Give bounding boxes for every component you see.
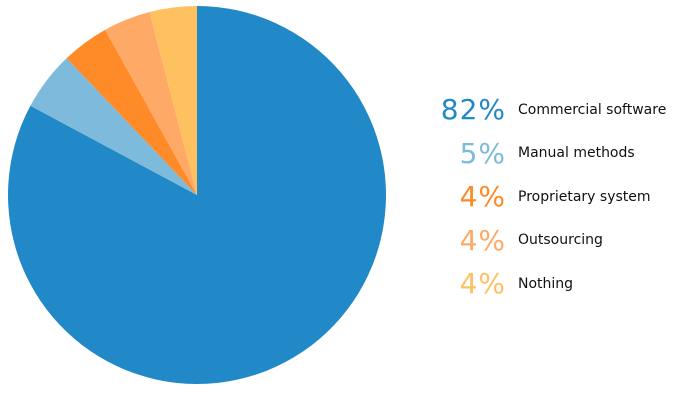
legend-percent: 82% [440,93,506,127]
legend-item-proprietary-system: 4% Proprietary system [420,175,670,219]
legend-item-nothing: 4% Nothing [420,262,670,306]
legend-item-commercial-software: 82% Commercial software [420,88,670,132]
legend: 82% Commercial software 5% Manual method… [420,88,670,306]
pie-slice-proprietary-system [66,29,197,196]
pie-slice-manual-methods [30,58,197,196]
pie-slice-nothing [149,6,197,195]
legend-item-outsourcing: 4% Outsourcing [420,219,670,263]
pie-slice-commercial-software [8,6,387,384]
legend-label: Proprietary system [518,188,651,205]
legend-label: Manual methods [518,145,635,162]
pie-slice-outsourcing [105,12,197,196]
legend-label: Commercial software [518,101,667,118]
legend-percent: 4% [459,267,506,301]
legend-percent: 5% [459,136,506,170]
legend-label: Outsourcing [518,232,603,249]
legend-percent: 4% [459,180,506,214]
legend-label: Nothing [518,275,574,292]
legend-item-manual-methods: 5% Manual methods [420,132,670,176]
legend-percent: 4% [459,223,506,257]
